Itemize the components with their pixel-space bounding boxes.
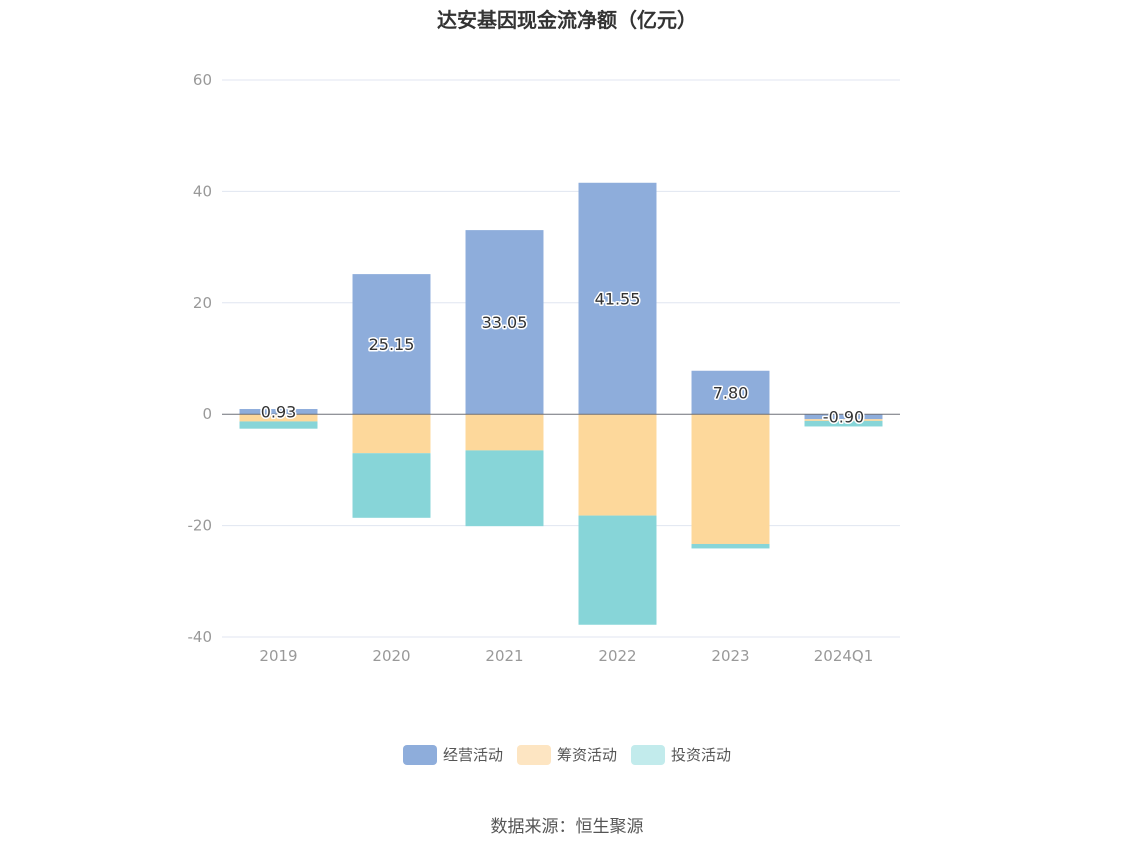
- bar-financing[interactable]: [239, 414, 318, 422]
- data-label-layer: 0.93 25.15 33.05 41.55 7.80 -0.90: [259, 288, 866, 428]
- y-tick-label: 20: [193, 294, 212, 312]
- bar-investing[interactable]: [578, 515, 657, 625]
- data-label: 7.80: [713, 383, 749, 402]
- x-tick-label: 2022: [598, 647, 636, 665]
- legend-swatch-investing: [631, 744, 665, 765]
- bar-financing[interactable]: [691, 414, 770, 544]
- source-note: 数据来源：恒生聚源: [490, 817, 644, 837]
- zero-line-layer: [222, 413, 900, 638]
- bar-operating[interactable]: [239, 409, 318, 415]
- x-tick-label: 2021: [485, 647, 523, 665]
- bar-operating[interactable]: [804, 414, 883, 420]
- y-tick-label: -40: [188, 628, 213, 646]
- legend-item-operating[interactable]: 经营活动: [402, 744, 503, 765]
- bar-investing[interactable]: [239, 421, 318, 429]
- y-tick-label: 0: [202, 405, 212, 423]
- legend-item-investing[interactable]: 投资活动: [631, 744, 731, 765]
- x-tick-label: 2019: [259, 647, 297, 665]
- chart-title: 达安基因现金流净额（亿元）: [437, 8, 697, 32]
- bar-operating[interactable]: [465, 230, 544, 415]
- bar-investing[interactable]: [352, 453, 431, 518]
- data-label: 25.15: [369, 335, 415, 354]
- x-tick-label: 2024Q1: [814, 647, 874, 665]
- legend-swatch-operating: [402, 744, 437, 765]
- bar-operating[interactable]: [578, 182, 657, 415]
- legend-swatch-financing: [516, 744, 551, 765]
- y-tick-label: -20: [188, 517, 213, 535]
- data-label: 41.55: [595, 289, 641, 308]
- legend-label-financing: 筹资活动: [556, 746, 617, 764]
- bar-investing[interactable]: [804, 420, 883, 427]
- grid-layer: [222, 79, 900, 638]
- bar-layer: [239, 182, 883, 625]
- bar-operating[interactable]: [691, 370, 770, 415]
- y-tick-label: 40: [193, 182, 212, 200]
- bar-financing[interactable]: [465, 414, 544, 451]
- legend-label-operating: 经营活动: [442, 746, 503, 764]
- x-tick-label: 2023: [711, 647, 749, 665]
- axis-layer: 60 40 20 0 -20 -40 2019 2020 2021 2022 2023 2024Q1: [188, 71, 874, 665]
- legend-item-financing[interactable]: 筹资活动: [516, 744, 617, 765]
- bar-operating[interactable]: [352, 274, 431, 415]
- bar-investing[interactable]: [465, 450, 544, 527]
- data-label: 33.05: [482, 313, 528, 332]
- bar-financing[interactable]: [352, 414, 431, 454]
- bar-investing[interactable]: [691, 543, 770, 549]
- x-tick-label: 2020: [372, 647, 410, 665]
- bar-financing[interactable]: [804, 419, 883, 421]
- legend: 经营活动 筹资活动 投资活动: [0, 744, 1134, 765]
- legend-label-investing: 投资活动: [671, 746, 732, 764]
- data-label: -0.90: [823, 408, 864, 427]
- bar-financing[interactable]: [578, 414, 657, 516]
- data-label: 0.93: [261, 403, 297, 422]
- y-tick-label: 60: [193, 71, 212, 89]
